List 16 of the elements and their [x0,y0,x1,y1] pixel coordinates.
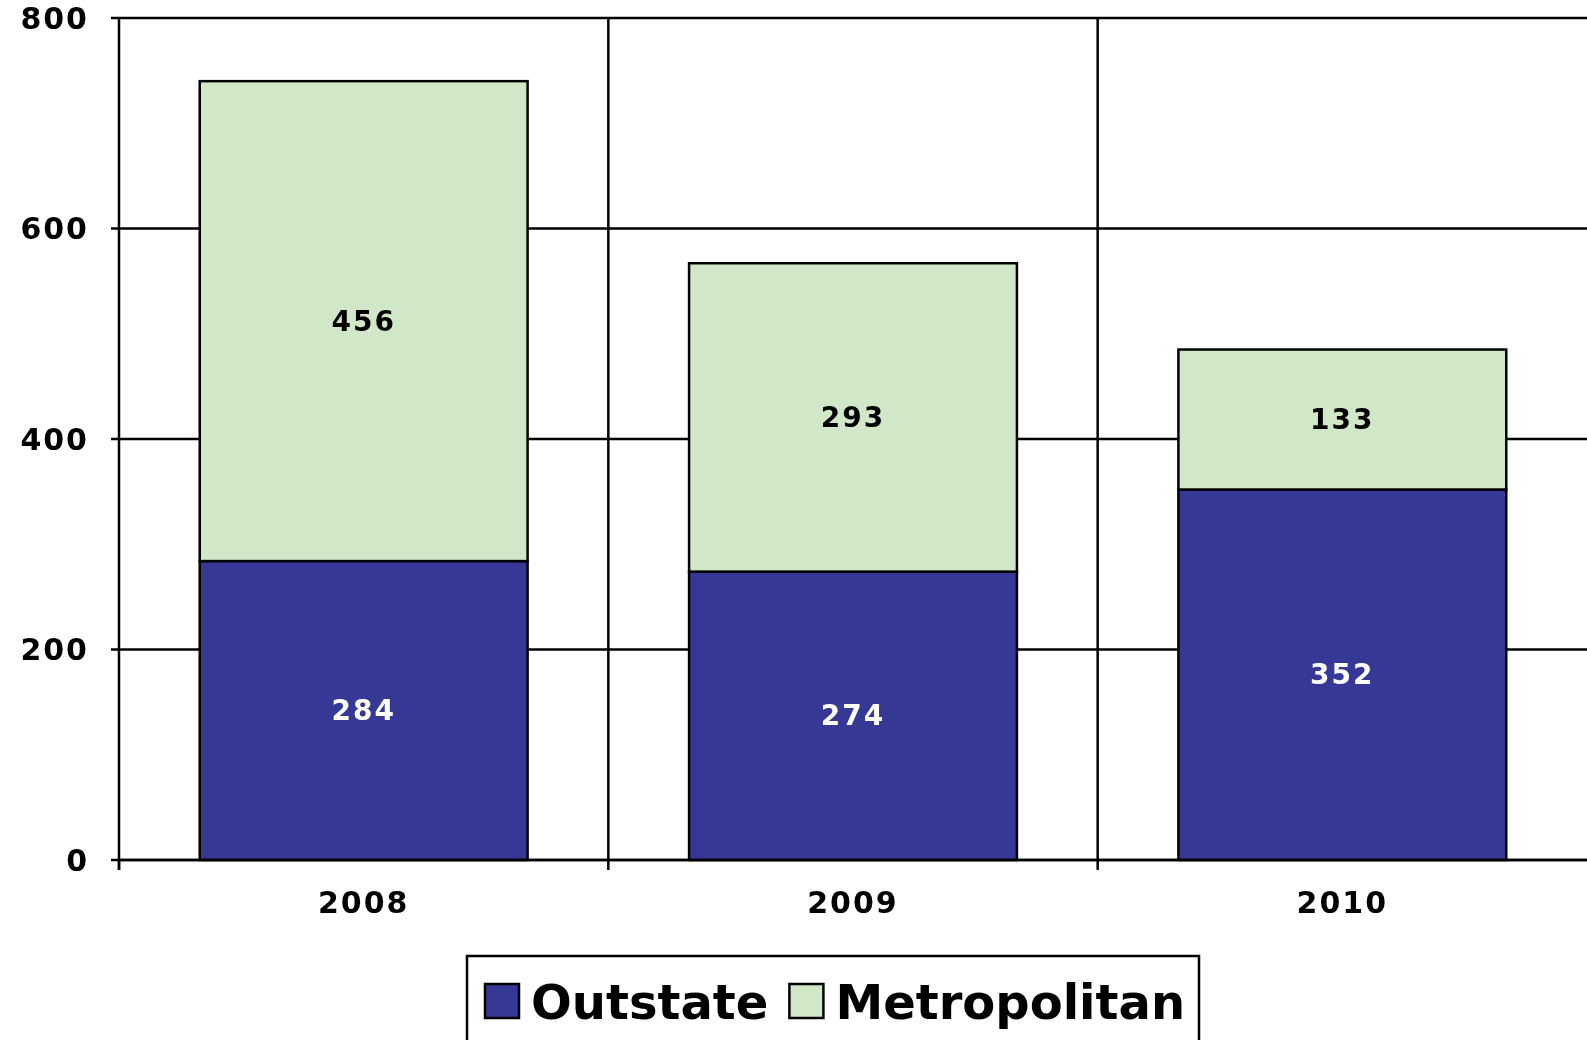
data-label: 456 [331,304,396,338]
data-label: 284 [331,694,396,728]
data-label: 133 [1310,403,1375,437]
y-tick-label: 0 [66,842,89,878]
legend-label: Outstate [531,974,769,1030]
y-tick-label: 200 [20,632,89,667]
data-label: 274 [820,699,886,733]
legend-label: Metropolitan [835,974,1186,1030]
y-tick-label: 400 [20,421,89,457]
data-label: 293 [820,400,886,434]
data-label: 352 [1310,658,1375,692]
y-tick-label: 800 [20,0,89,36]
x-tick-label: 2008 [317,884,410,920]
y-tick-label: 600 [20,211,89,246]
x-tick-label: 2010 [1296,884,1389,920]
x-tick-label: 2009 [807,884,899,920]
